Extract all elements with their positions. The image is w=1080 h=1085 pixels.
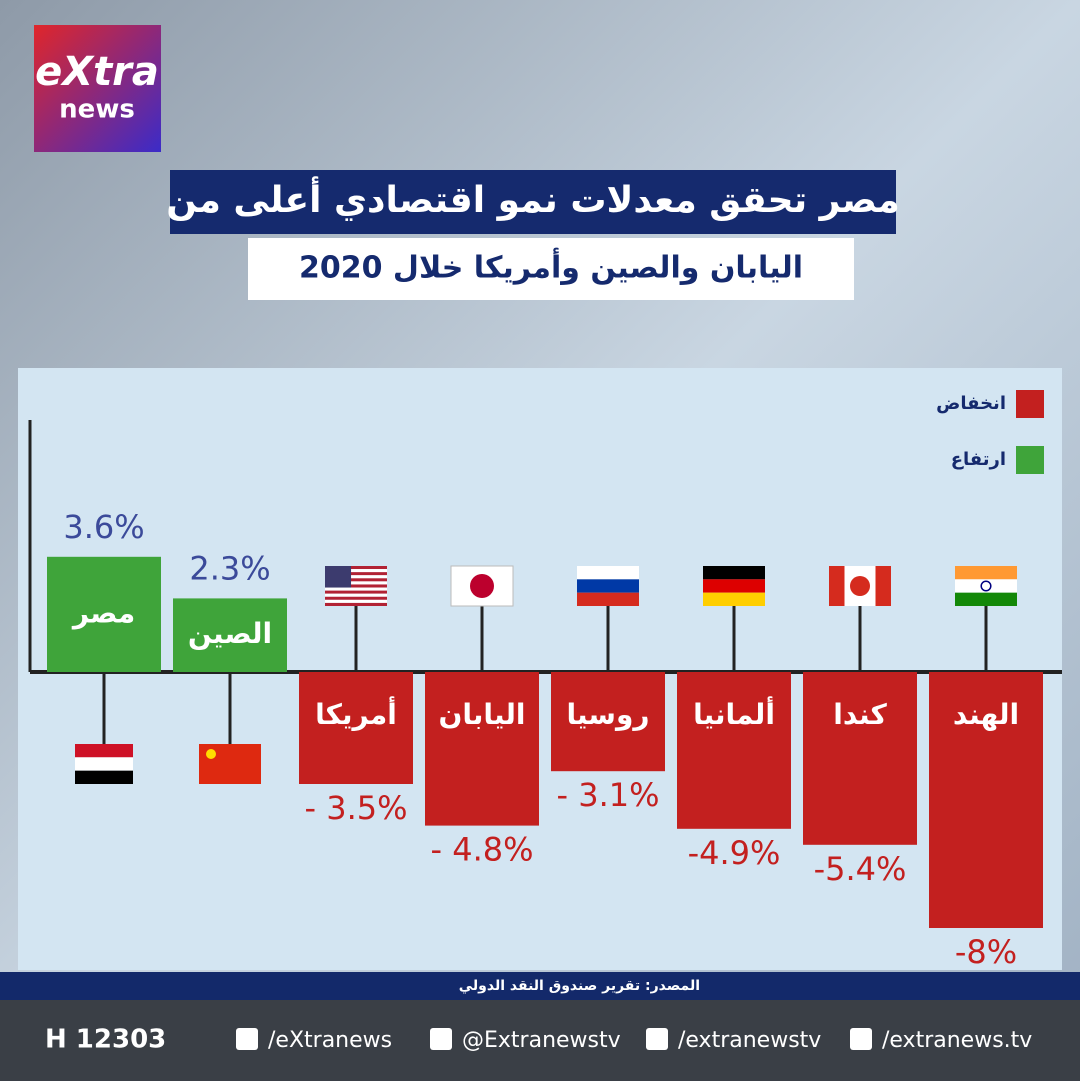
plot: انخفاض ارتفاع مصر 3.6% الصين 2.3% أمريكا - 3.5%… (47, 390, 1044, 971)
bar (299, 672, 413, 784)
flag (325, 569, 387, 573)
footer-links: /eXtranews @Extranewstv/extranewstv/extra… (236, 1028, 1032, 1053)
flag (955, 592, 1017, 606)
bar (677, 672, 791, 829)
flag (325, 590, 387, 594)
bar (47, 556, 161, 672)
value-label: 3.6% (63, 508, 144, 546)
social-icon (430, 1028, 452, 1050)
flag (955, 579, 1017, 593)
flag (75, 744, 133, 758)
bar (425, 672, 539, 826)
flag (325, 581, 387, 585)
flag (980, 580, 992, 592)
chart-subtitle: اليابان والصين وأمريكا خلال 2020 (299, 248, 803, 286)
flag (325, 584, 387, 588)
flag (325, 593, 387, 597)
flag (703, 566, 765, 580)
bar (551, 672, 665, 772)
legend-label: انخفاض (936, 393, 1006, 414)
flag (75, 770, 133, 784)
flag (325, 566, 352, 588)
flag (875, 566, 891, 606)
title-box (170, 170, 896, 234)
flag (325, 572, 387, 576)
value-label: - 4.8% (430, 831, 533, 869)
flag (325, 587, 387, 591)
source-bar (0, 972, 1080, 1000)
bar (929, 672, 1043, 928)
source: المصدر: تقرير صندوق النقد الدولي (459, 978, 700, 994)
value-label: -8% (955, 933, 1017, 971)
social-icon (236, 1028, 258, 1050)
value-label: - 3.1% (556, 776, 659, 814)
flag (325, 596, 387, 600)
bar (173, 598, 287, 672)
legend-swatch (1016, 446, 1044, 474)
logo-text: news (59, 95, 135, 125)
value-label: - 3.5% (304, 789, 407, 827)
flag (325, 566, 387, 570)
category-label: روسيا (566, 698, 649, 731)
category-label: أمريكا (315, 696, 397, 731)
value-label: 2.3% (189, 549, 270, 587)
value-label: -5.4% (814, 850, 907, 888)
flag (577, 592, 639, 606)
flag (577, 566, 639, 580)
flag (577, 579, 639, 593)
value-label: -4.9% (688, 834, 781, 872)
hotline: H 12303 (45, 1025, 166, 1055)
flag (850, 576, 870, 596)
category-label: مصر (71, 596, 135, 629)
flag (75, 757, 133, 771)
flag (325, 575, 387, 579)
flag (325, 599, 387, 603)
footer-link: /extranews.tv (882, 1028, 1032, 1053)
bar (803, 672, 917, 845)
flag (955, 566, 1017, 580)
category-label: ألمانيا (693, 696, 775, 731)
social-icon (850, 1028, 872, 1050)
category-label: الصين (188, 617, 272, 650)
flag (325, 602, 387, 606)
subtitle-box (248, 238, 854, 300)
footer-link: @Extranewstv (462, 1028, 621, 1053)
legend-label: ارتفاع (951, 449, 1006, 470)
flag (206, 749, 216, 759)
flag (703, 579, 765, 593)
logo-box (34, 25, 161, 152)
logo-text: eXtra (35, 49, 159, 95)
footer-link: /extranewstv (678, 1028, 821, 1053)
legend-swatch (1016, 390, 1044, 418)
footer-link: /eXtranews (268, 1028, 392, 1053)
footer (0, 1000, 1080, 1081)
flag (829, 566, 845, 606)
flag (703, 592, 765, 606)
category-label: الهند (953, 698, 1019, 731)
chart-title: مصر تحقق معدلات نمو اقتصادي أعلى من (166, 176, 900, 221)
flag (470, 574, 494, 598)
flag (325, 578, 387, 582)
category-label: اليابان (439, 698, 526, 731)
social-icon (646, 1028, 668, 1050)
category-label: كندا (833, 698, 887, 731)
